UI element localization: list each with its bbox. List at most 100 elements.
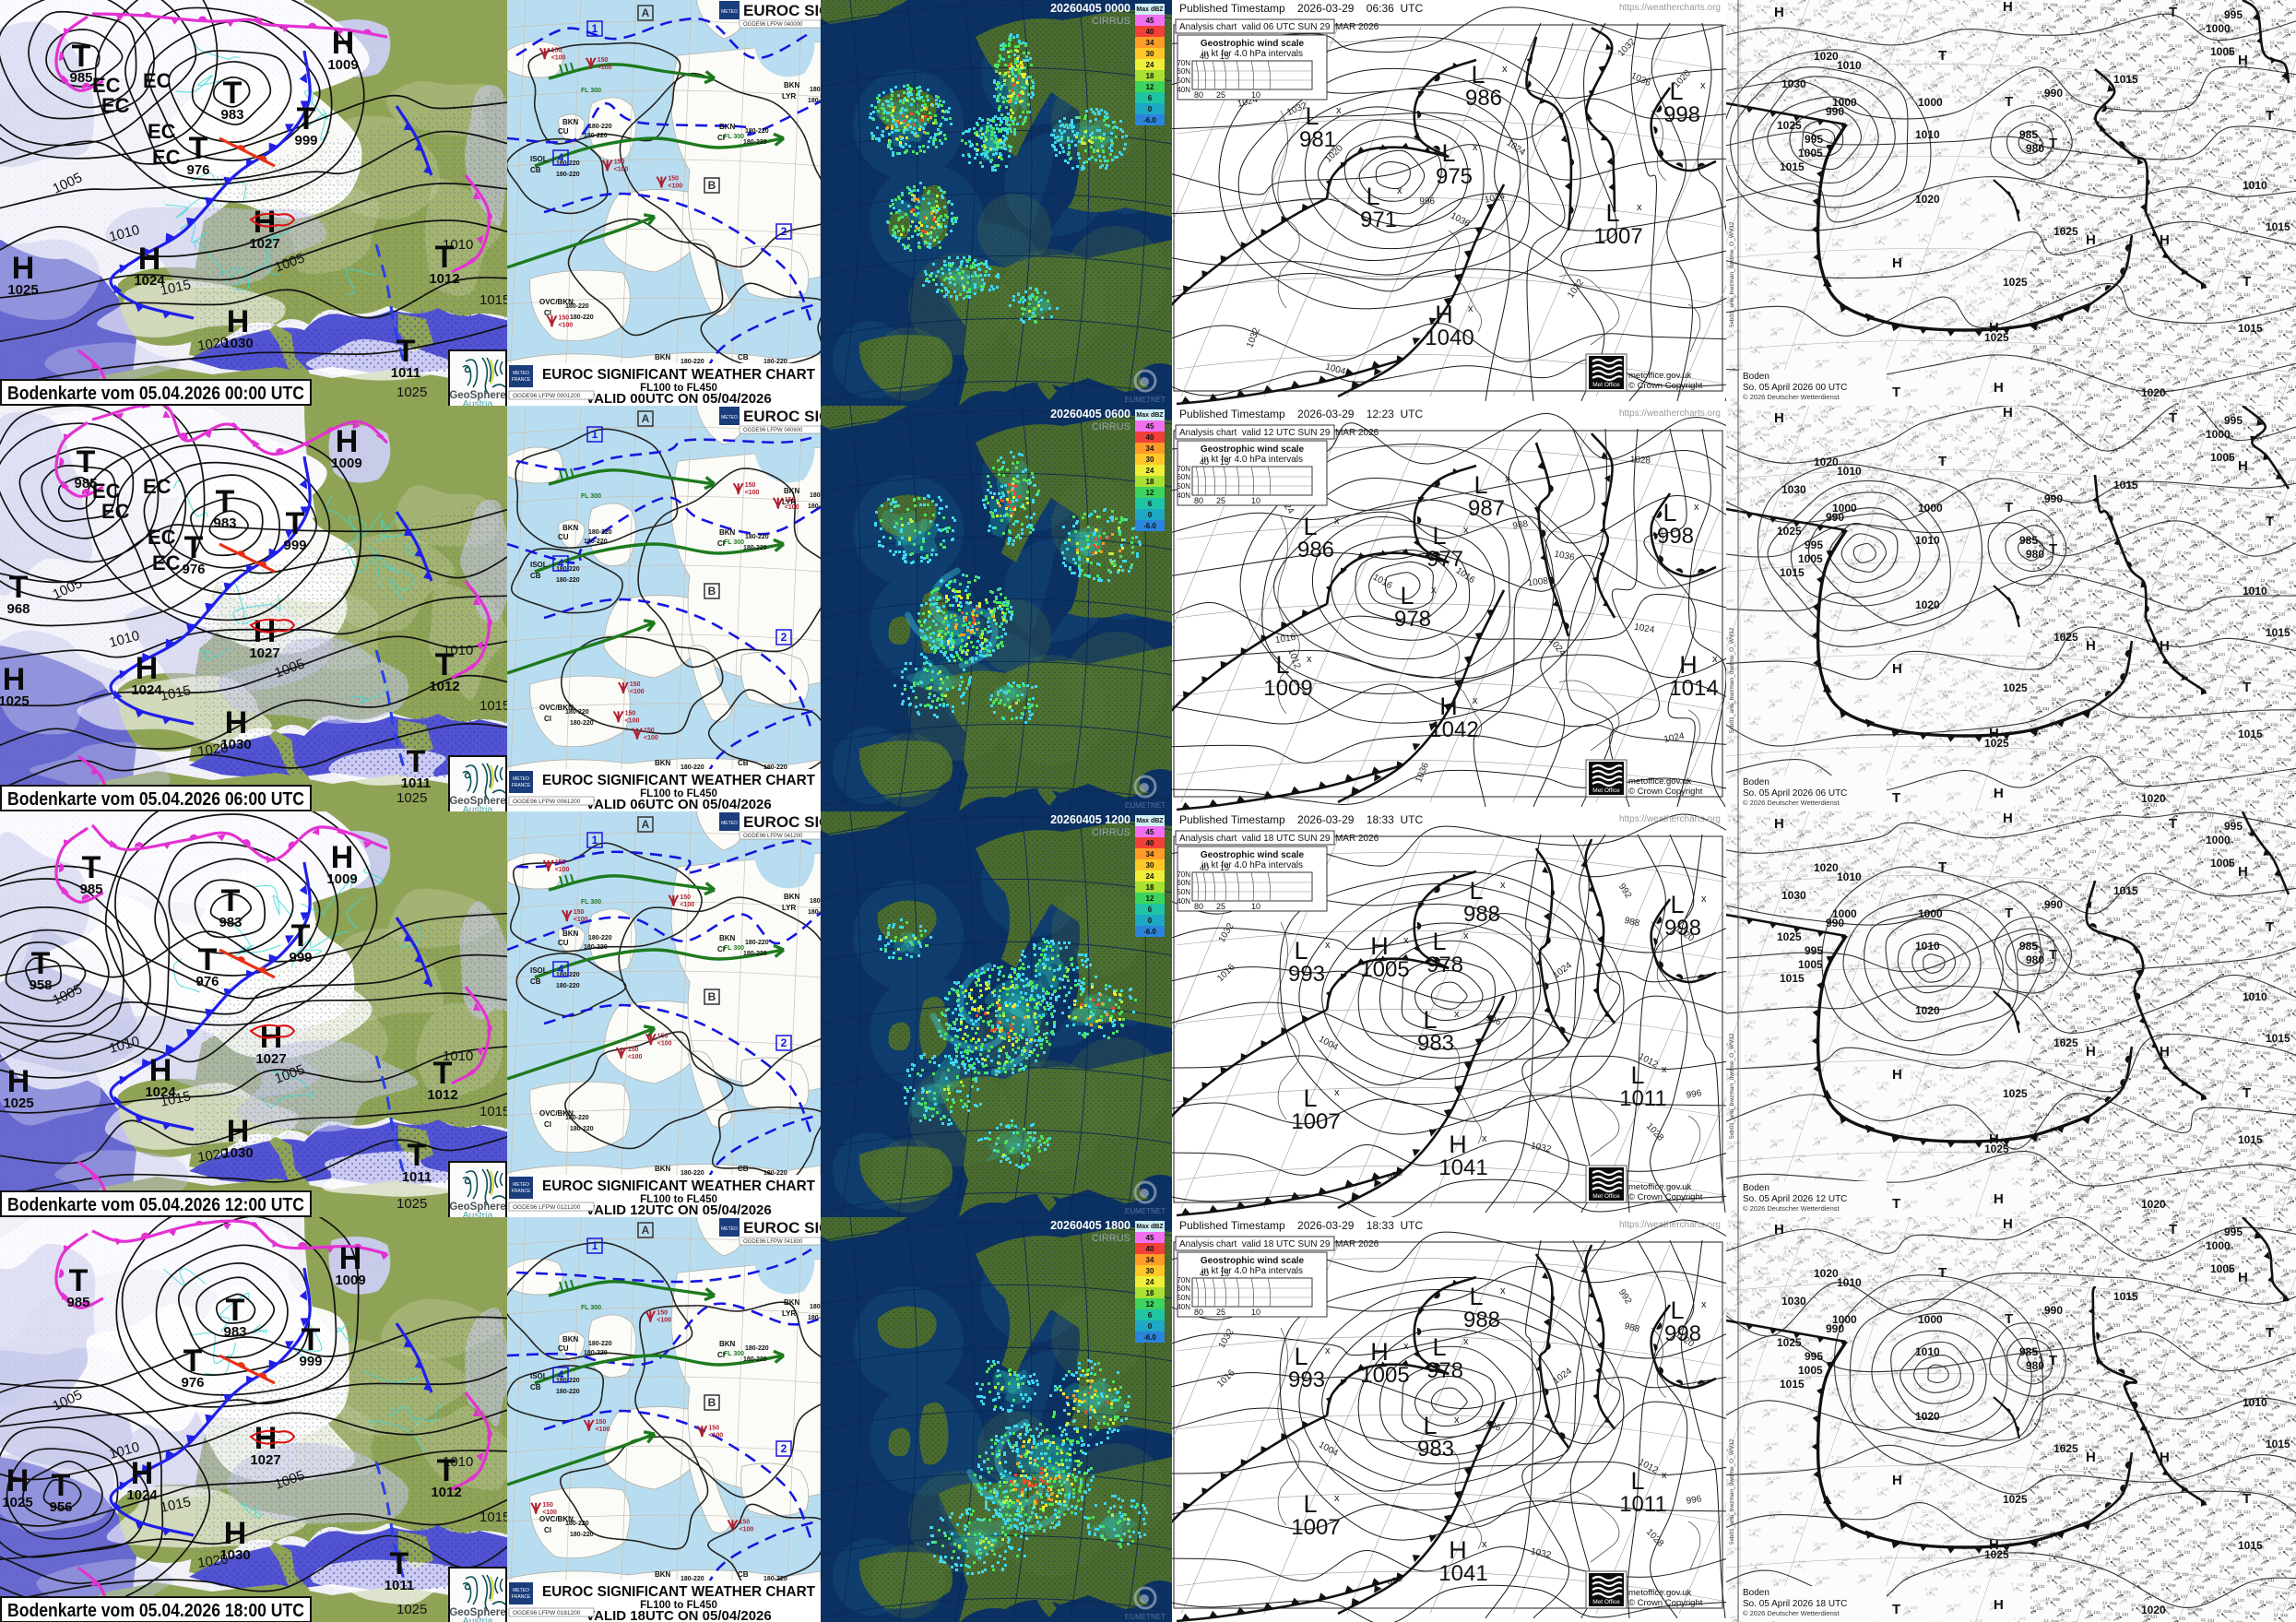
svg-text:996: 996 bbox=[1686, 1088, 1703, 1101]
svg-text:© Crown Copyright: © Crown Copyright bbox=[1628, 787, 1703, 797]
svg-text:1025: 1025 bbox=[1777, 1336, 1802, 1349]
svg-text:1015: 1015 bbox=[2238, 322, 2263, 335]
svg-text:T: T bbox=[72, 39, 91, 74]
svg-text:1028: 1028 bbox=[1629, 455, 1651, 466]
svg-text:Published Timestamp 2026-03: Published Timestamp 2026-03-29 18:33 UTC bbox=[1179, 813, 1423, 826]
svg-text:OGDE96 LFPW 041800: OGDE96 LFPW 041800 bbox=[743, 1239, 803, 1245]
svg-text:EUROC SIGNIFICANT WEATHER CHAR: EUROC SIGNIFICANT WEATHER CHART bbox=[542, 1584, 815, 1600]
svg-text:80: 80 bbox=[1194, 902, 1203, 911]
svg-text:H: H bbox=[2160, 1450, 2170, 1465]
svg-text:10: 10 bbox=[1251, 496, 1260, 505]
svg-text:985: 985 bbox=[79, 882, 102, 897]
svg-text:180-220: 180-220 bbox=[763, 1576, 787, 1582]
svg-text:T: T bbox=[408, 1138, 427, 1173]
svg-text:CU: CU bbox=[558, 939, 569, 947]
svg-text:180-220: 180-220 bbox=[681, 1576, 704, 1582]
svg-text:LYR: LYR bbox=[782, 1309, 796, 1318]
svg-text:H: H bbox=[1449, 1536, 1467, 1564]
svg-text:T: T bbox=[2243, 274, 2251, 290]
svg-text:FL100 to FL450: FL100 to FL450 bbox=[640, 1194, 717, 1205]
svg-text:978: 978 bbox=[1426, 953, 1463, 977]
svg-text:Bodenkarte vom 05.04.2026 12:0: Bodenkarte vom 05.04.2026 12:00 UTC bbox=[7, 1195, 304, 1215]
svg-text:995: 995 bbox=[2224, 8, 2243, 21]
svg-text:BKN: BKN bbox=[719, 123, 736, 131]
svg-text:L: L bbox=[1275, 651, 1289, 679]
svg-text:1000: 1000 bbox=[1832, 502, 1857, 515]
svg-text:Analysis chart valid 18 UTC S: Analysis chart valid 18 UTC SUN 29 MAR 2… bbox=[1179, 834, 1379, 844]
svg-text:30: 30 bbox=[1146, 456, 1154, 464]
svg-text:T: T bbox=[407, 744, 426, 779]
svg-text:1005: 1005 bbox=[1360, 957, 1409, 982]
svg-text:<100: <100 bbox=[745, 490, 760, 496]
svg-text:1014: 1014 bbox=[1669, 676, 1718, 701]
svg-text:H: H bbox=[331, 840, 354, 875]
svg-text:1009: 1009 bbox=[335, 1273, 365, 1288]
svg-text:1020: 1020 bbox=[1915, 1410, 1940, 1423]
svg-text:180-220: 180-220 bbox=[565, 303, 589, 310]
svg-text:1030: 1030 bbox=[222, 1145, 253, 1161]
svg-text:150: 150 bbox=[555, 859, 566, 866]
svg-text:METEO: METEO bbox=[721, 415, 738, 420]
svg-text:A: A bbox=[642, 818, 650, 831]
svg-text:So. 05 April 2026 00 UTC: So. 05 April 2026 00 UTC bbox=[1743, 383, 1847, 393]
svg-text:-6.0: -6.0 bbox=[1143, 1333, 1156, 1342]
svg-text:1020: 1020 bbox=[196, 334, 229, 353]
svg-text:BKN: BKN bbox=[719, 934, 736, 942]
svg-text:T: T bbox=[2049, 136, 2057, 151]
svg-text:2: 2 bbox=[781, 1036, 787, 1049]
svg-text:1016: 1016 bbox=[1274, 633, 1296, 645]
svg-text:metoffice.gov.uk: metoffice.gov.uk bbox=[1628, 371, 1692, 381]
svg-text:T: T bbox=[2049, 947, 2057, 963]
svg-text:1005: 1005 bbox=[2210, 857, 2235, 870]
svg-text:CU: CU bbox=[558, 1344, 569, 1353]
svg-text:180-220: 180-220 bbox=[745, 534, 769, 540]
svg-text:FL 300: FL 300 bbox=[581, 88, 601, 94]
svg-text:180-220: 180-220 bbox=[743, 951, 767, 957]
svg-text:1015: 1015 bbox=[479, 292, 507, 308]
svg-text:80: 80 bbox=[1194, 1308, 1203, 1317]
svg-text:1020: 1020 bbox=[196, 1551, 229, 1570]
svg-text:T: T bbox=[297, 101, 316, 136]
svg-text:1025: 1025 bbox=[396, 1196, 427, 1212]
svg-text:EUROC SIGNIFICANT WEATHER CHAR: EUROC SIGNIFICANT WEATHER CHART bbox=[542, 1178, 815, 1194]
svg-text:L: L bbox=[1303, 1490, 1317, 1518]
svg-text:180-220: 180-220 bbox=[808, 909, 821, 916]
svg-text:<100: <100 bbox=[596, 1427, 610, 1433]
svg-text:1024: 1024 bbox=[1633, 622, 1655, 636]
svg-text:180-220: 180-220 bbox=[584, 1350, 608, 1356]
svg-text:1010: 1010 bbox=[443, 237, 473, 253]
svg-text:H: H bbox=[1892, 1067, 1902, 1083]
svg-text:1024: 1024 bbox=[134, 273, 165, 289]
svg-text:Max dBZ: Max dBZ bbox=[1136, 1224, 1164, 1230]
svg-text:© 2026 Deutscher Wetterdienst: © 2026 Deutscher Wetterdienst bbox=[1743, 393, 1840, 401]
svg-text:180-220: 180-220 bbox=[570, 1532, 594, 1538]
svg-text:x: x bbox=[1473, 695, 1478, 706]
svg-text:1012: 1012 bbox=[431, 1485, 461, 1500]
svg-text:FL 300: FL 300 bbox=[724, 945, 744, 952]
svg-text:70N: 70N bbox=[1177, 1276, 1190, 1285]
svg-text:H: H bbox=[2160, 232, 2170, 248]
svg-text:1010: 1010 bbox=[2243, 179, 2267, 192]
svg-text:EUROC SIG: EUROC SIG bbox=[743, 813, 821, 831]
svg-text:1015: 1015 bbox=[2238, 1133, 2263, 1146]
svg-text:T: T bbox=[31, 946, 51, 981]
svg-text:OVC/BKN: OVC/BKN bbox=[539, 298, 574, 306]
svg-text:EC: EC bbox=[143, 69, 172, 92]
svg-text:H: H bbox=[1449, 1131, 1467, 1158]
svg-text:T: T bbox=[1892, 1602, 1900, 1617]
svg-text:1025: 1025 bbox=[2003, 681, 2028, 694]
svg-text:40: 40 bbox=[1146, 28, 1154, 36]
svg-text:987: 987 bbox=[1468, 496, 1505, 521]
svg-text:1010: 1010 bbox=[1915, 534, 1940, 547]
svg-text:15: 15 bbox=[1220, 1269, 1229, 1278]
svg-text:150: 150 bbox=[680, 894, 691, 901]
svg-text:EUMETNET: EUMETNET bbox=[1125, 1207, 1166, 1215]
svg-text:Met Office: Met Office bbox=[1592, 382, 1620, 388]
svg-text:H: H bbox=[224, 1516, 247, 1551]
svg-text:180-220: 180-220 bbox=[565, 709, 589, 716]
svg-text:<100: <100 bbox=[542, 1510, 557, 1516]
svg-text:FL 300: FL 300 bbox=[581, 493, 601, 500]
svg-text:980: 980 bbox=[2026, 953, 2044, 966]
svg-text:985: 985 bbox=[2019, 128, 2038, 141]
svg-text:990: 990 bbox=[2044, 1304, 2063, 1317]
